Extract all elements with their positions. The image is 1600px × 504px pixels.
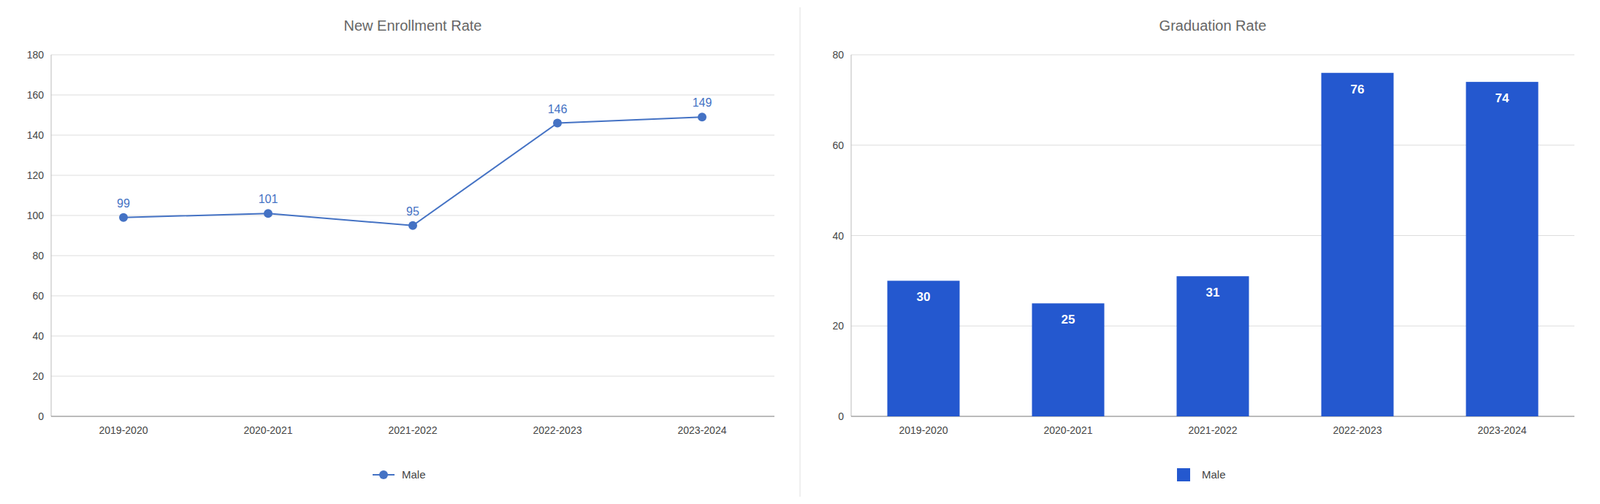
grid-line — [51, 295, 775, 297]
grid-line — [51, 135, 775, 136]
y-tick-label: 20 — [32, 370, 44, 383]
bar — [1321, 73, 1394, 417]
grid-line — [51, 416, 775, 418]
point — [119, 213, 128, 223]
marks — [119, 112, 707, 231]
panel: New Enrollment Rate 0 20 40 60 80 100 120 140 160… — [27, 17, 775, 481]
y-axis-line — [851, 54, 852, 417]
point — [697, 112, 707, 122]
x-tick-label: 2021-2022 — [388, 424, 438, 437]
legend: Male — [1176, 468, 1226, 482]
data-label: 74 — [1495, 91, 1510, 106]
y-tick-label: 180 — [27, 48, 45, 61]
data-label: 149 — [692, 96, 713, 109]
y-tick-label: 140 — [27, 129, 45, 142]
point — [408, 221, 418, 231]
data-labels: 30 25 31 76 74 — [916, 82, 1510, 328]
y-tick-label: 0 — [837, 410, 844, 423]
grid-line — [51, 94, 775, 96]
y-tick-label: 60 — [32, 290, 44, 302]
y-tick-label: 120 — [27, 169, 45, 182]
y-tick-label: 40 — [832, 230, 844, 242]
x-tick-label: 2022-2023 — [1333, 424, 1383, 437]
x-tick-label: 2020-2021 — [1044, 424, 1093, 437]
data-label: 99 — [116, 197, 131, 210]
grid-line — [51, 376, 775, 377]
data-label: 101 — [258, 192, 279, 206]
legend-swatch — [1176, 468, 1191, 482]
data-label: 31 — [1206, 285, 1221, 300]
y-tick-label: 80 — [832, 48, 844, 61]
legend: Male — [372, 468, 426, 481]
x-tick-label: 2022-2023 — [533, 424, 583, 437]
x-tick-label: 2019-2020 — [899, 424, 949, 437]
y-tick-label: 40 — [32, 330, 44, 342]
title: Graduation Rate — [1159, 17, 1267, 34]
grid-line — [851, 54, 1575, 56]
x-tick-label: 2023-2024 — [1477, 424, 1527, 437]
y-tick-label: 100 — [27, 209, 45, 222]
divider — [800, 7, 801, 497]
x-tick-label: 2019-2020 — [99, 424, 149, 437]
legend-label: Male — [1201, 468, 1226, 481]
x-tick-label: 2021-2022 — [1188, 424, 1238, 437]
data-label: 25 — [1061, 312, 1076, 327]
point — [263, 208, 273, 218]
x-axis-line — [51, 416, 775, 418]
bar — [1032, 303, 1105, 417]
grid-line — [51, 175, 775, 177]
bar — [1466, 81, 1539, 417]
line — [123, 116, 703, 226]
y-axis-line — [51, 54, 52, 417]
grid-line — [51, 54, 775, 56]
data-label: 76 — [1350, 82, 1365, 97]
y-tick-label: 0 — [37, 410, 44, 423]
marks — [887, 73, 1539, 417]
x-tick-label: 2020-2021 — [244, 424, 293, 437]
chart-root: New Enrollment Rate 0 20 40 60 80 100 120 140 160… — [0, 0, 1600, 504]
y-tick-label: 80 — [32, 249, 44, 262]
data-labels: 99 101 95 146 149 — [116, 96, 712, 218]
data-label: 95 — [406, 205, 420, 218]
legend-swatch — [379, 470, 388, 480]
x-tick-label: 2023-2024 — [677, 424, 727, 437]
y-tick-label: 20 — [832, 320, 844, 332]
background — [0, 0, 1600, 504]
y-tick-label: 60 — [832, 139, 844, 152]
point — [553, 119, 562, 128]
title: New Enrollment Rate — [344, 17, 483, 34]
bar — [1176, 276, 1250, 417]
panel: Graduation Rate 0 20 40 60 80 2019-2020 2020-20… — [800, 7, 1575, 497]
legend-label: Male — [401, 468, 426, 481]
bar — [887, 280, 960, 417]
y-tick-label: 160 — [27, 89, 45, 101]
data-label: 30 — [916, 290, 931, 304]
data-label: 146 — [547, 103, 568, 116]
grid-line — [51, 255, 775, 257]
grid-line — [51, 336, 775, 337]
